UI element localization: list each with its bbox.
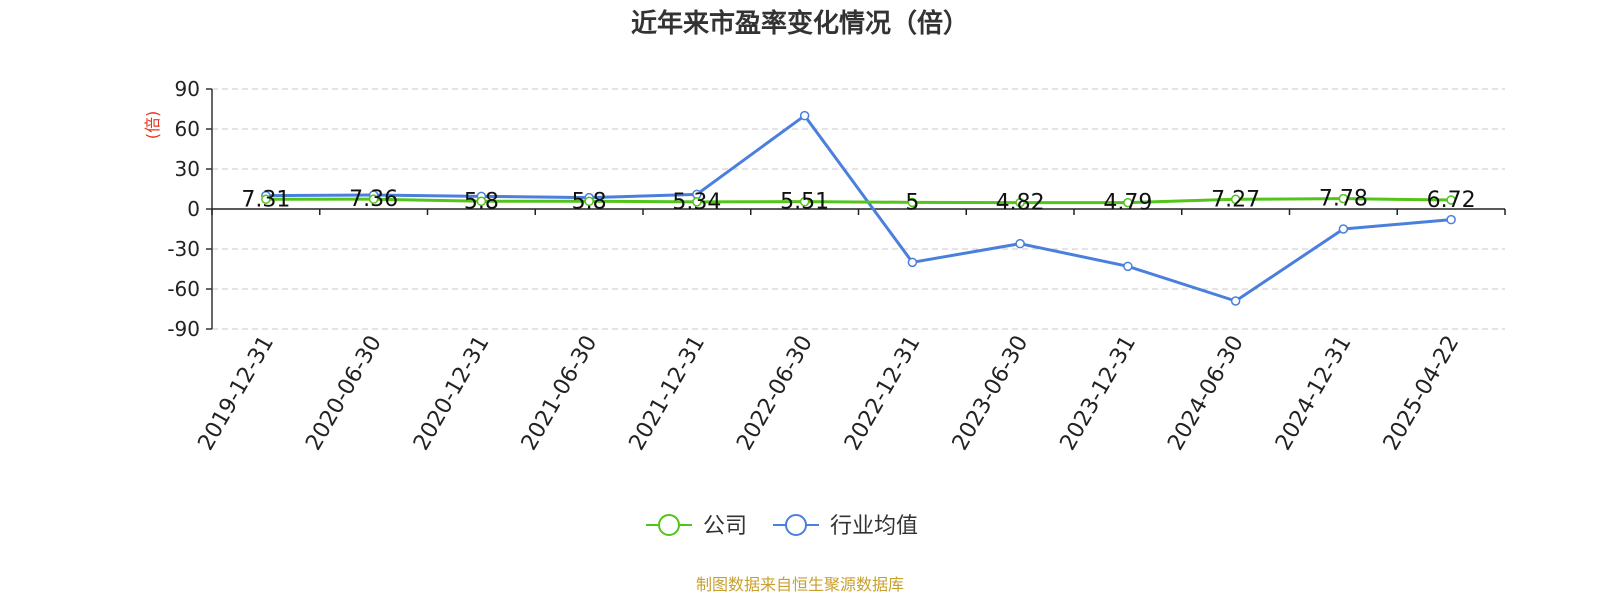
x-tick-label: 2023-12-31 (1055, 332, 1141, 455)
y-tick-label: 30 (175, 157, 200, 181)
data-point[interactable] (1015, 197, 1025, 208)
y-axis-label: (倍) (143, 111, 162, 140)
data-point[interactable] (907, 257, 918, 268)
y-tick-label: 60 (175, 117, 200, 141)
data-label: 5 (905, 190, 919, 215)
data-point[interactable] (1446, 195, 1456, 205)
grid-lines (212, 88, 1505, 330)
data-point[interactable] (1338, 193, 1349, 204)
data-point[interactable] (1446, 214, 1456, 225)
data-point[interactable] (799, 196, 810, 207)
data-label: 5.8 (464, 189, 499, 214)
x-tick-label: 2024-06-30 (1163, 332, 1249, 455)
y-tick-label: -90 (167, 317, 200, 341)
y-tick-label: 90 (175, 77, 200, 101)
data-label: 7.36 (349, 187, 398, 212)
data-point[interactable] (799, 110, 810, 121)
x-tick-label: 2024-12-31 (1271, 332, 1357, 455)
data-point[interactable] (1123, 261, 1133, 272)
legend[interactable]: 公司 行业均值 (646, 514, 918, 539)
data-labels: 7.31 7.36 5.8 5.8 5.34 5.51 5 4.82 4.79 7.27 7.78 6… (241, 187, 1475, 216)
legend-item[interactable]: 行业均值 (773, 514, 918, 539)
data-label: 5.8 (572, 189, 607, 214)
data-point[interactable] (692, 197, 702, 207)
x-tick-label: 2021-06-30 (517, 332, 603, 455)
y-tick-label: -30 (167, 237, 200, 261)
legend-marker-icon (658, 514, 680, 536)
chart-title: 近年来市盈率变化情况（倍） (631, 8, 969, 39)
data-point[interactable] (1338, 224, 1349, 234)
data-point[interactable] (1015, 238, 1025, 249)
x-tick-label: 2020-12-31 (409, 332, 495, 455)
data-label: 7.78 (1319, 187, 1368, 212)
y-tick-label: -60 (167, 277, 200, 301)
data-label: 5.34 (672, 190, 721, 215)
legend-label: 公司 (703, 514, 747, 539)
series-lines (261, 110, 1456, 306)
x-tick-label: 2021-12-31 (624, 332, 710, 455)
data-point[interactable] (907, 197, 918, 208)
x-tick-label: 2022-06-30 (732, 332, 818, 455)
legend-marker-icon (785, 514, 807, 536)
x-tick-label: 2023-06-30 (948, 332, 1034, 455)
x-tick-label: 2019-12-31 (193, 332, 279, 455)
data-point[interactable] (261, 194, 271, 205)
axes (206, 88, 1506, 330)
data-label: 5.51 (780, 190, 829, 215)
data-source-note: 制图数据来自恒生聚源数据库 (696, 575, 904, 594)
y-tick-label: 0 (187, 197, 200, 221)
data-label: 7.27 (1211, 187, 1260, 212)
y-tick-labels: 90 60 30 0 -30 -60 -90 (167, 77, 200, 341)
data-point[interactable] (368, 194, 379, 204)
legend-label: 行业均值 (830, 514, 918, 539)
data-label: 6.72 (1427, 188, 1476, 213)
series-line (265, 197, 1452, 205)
data-point[interactable] (476, 196, 487, 207)
data-point[interactable] (1230, 296, 1241, 306)
x-tick-label: 2020-06-30 (301, 332, 387, 455)
data-point[interactable] (1230, 194, 1241, 205)
x-tick-label: 2022-12-31 (840, 332, 926, 455)
data-point[interactable] (584, 196, 594, 207)
data-label: 4.82 (996, 191, 1045, 216)
x-tick-labels: 2019-12-31 2020-06-30 2020-12-31 2021-06-30… (193, 332, 1464, 455)
data-label: 4.79 (1103, 191, 1152, 216)
data-point[interactable] (1123, 197, 1133, 208)
series-line (265, 114, 1452, 303)
data-label: 7.31 (241, 187, 290, 212)
legend-item[interactable]: 公司 (646, 514, 747, 539)
x-tick-label: 2025-04-22 (1379, 332, 1465, 455)
